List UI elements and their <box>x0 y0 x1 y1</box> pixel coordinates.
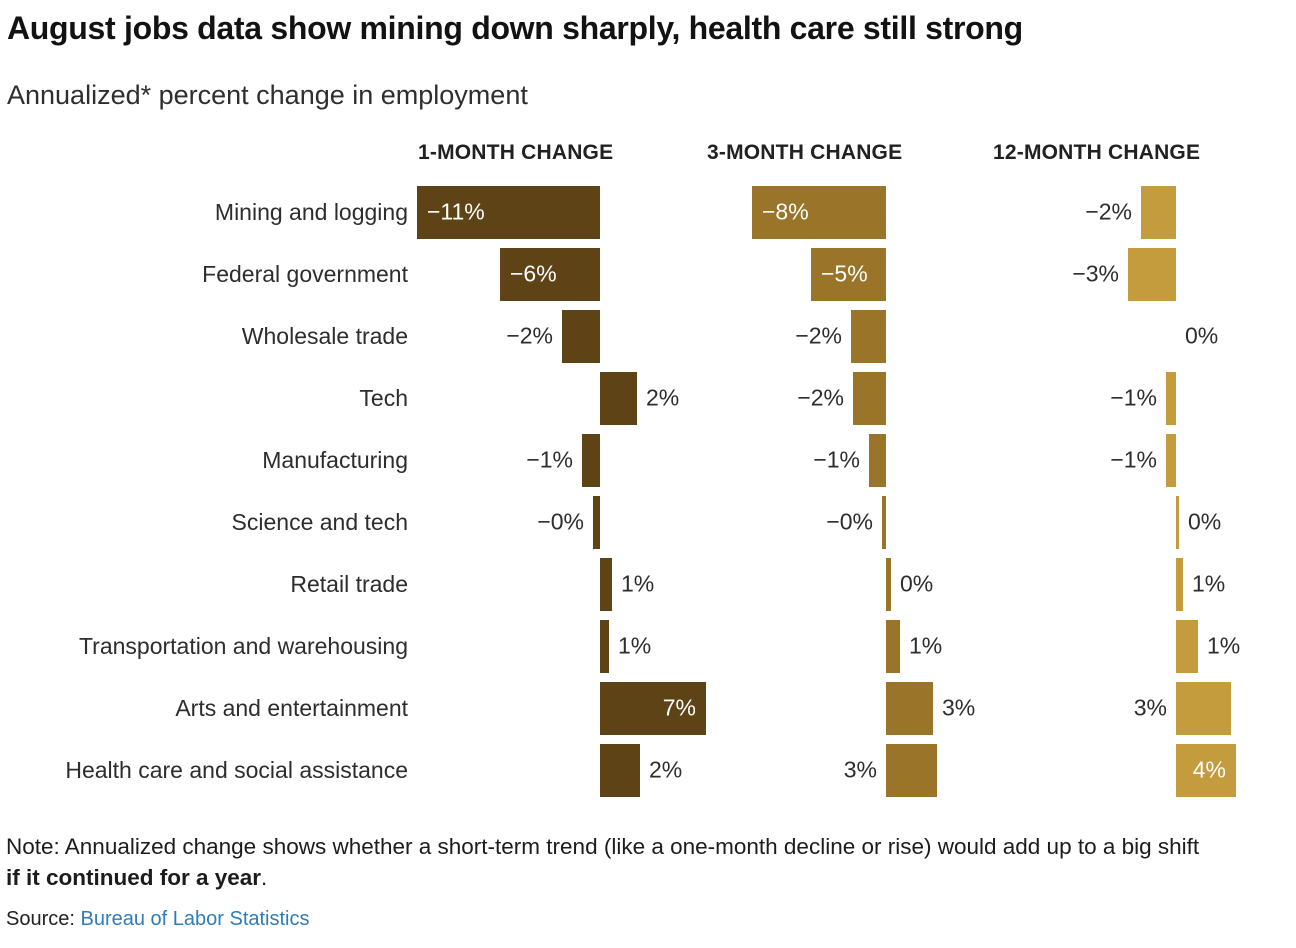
note-text: Note: Annualized change shows whether a … <box>6 834 1200 859</box>
bar-value-label: −11% <box>427 198 485 225</box>
bar-3m <box>886 558 891 611</box>
bar-1m <box>562 310 600 363</box>
bar-value-label: 7% <box>662 694 696 721</box>
bar-value-label: −8% <box>762 198 809 225</box>
page-title: August jobs data show mining down sharpl… <box>7 10 1023 46</box>
category-label: Manufacturing <box>262 447 408 473</box>
bar-1m <box>417 186 600 239</box>
bar-value-label: −5% <box>821 260 868 287</box>
bar-value-label: 1% <box>1192 570 1226 597</box>
column-header-3-month: 3-MONTH CHANGE <box>707 141 903 164</box>
bar-value-label: −1% <box>813 446 860 473</box>
bar-12m <box>1176 682 1231 735</box>
chart-subtitle: Annualized* percent change in employment <box>7 80 528 110</box>
bar-value-label: −6% <box>510 260 557 287</box>
bar-value-label: 4% <box>1192 756 1226 783</box>
bar-value-label: 3% <box>942 694 976 721</box>
bar-12m <box>1128 248 1176 301</box>
bar-value-label: −1% <box>1110 384 1157 411</box>
bar-1m <box>500 248 600 301</box>
bar-value-label: 2% <box>649 756 683 783</box>
category-label: Mining and logging <box>214 199 408 225</box>
bar-value-label: −2% <box>795 322 842 349</box>
source-link[interactable]: Bureau of Labor Statistics <box>80 908 310 930</box>
bar-value-label: 0% <box>1188 508 1222 535</box>
bar-value-label: −2% <box>797 384 844 411</box>
bar-value-label: 1% <box>909 632 943 659</box>
bar-value-label: −2% <box>506 322 553 349</box>
bar-value-label: −0% <box>826 508 873 535</box>
bar-12m <box>1166 434 1176 487</box>
category-label: Federal government <box>202 261 408 287</box>
bar-12m <box>1176 620 1198 673</box>
bar-3m <box>869 434 886 487</box>
bar-value-label: 3% <box>843 756 877 783</box>
bar-1m <box>600 372 637 425</box>
source-line: Source: Bureau of Labor Statistics <box>6 908 310 931</box>
category-label: Tech <box>359 385 408 411</box>
bar-3m <box>882 496 886 549</box>
bar-value-label: −3% <box>1072 260 1119 287</box>
bar-value-label: 1% <box>621 570 655 597</box>
bar-12m <box>1176 744 1236 797</box>
category-label: Health care and social assistance <box>65 757 408 783</box>
bar-1m <box>600 558 612 611</box>
bar-value-label: 2% <box>646 384 680 411</box>
bar-3m <box>752 186 886 239</box>
bar-value-label: 0% <box>1185 322 1219 349</box>
bar-1m <box>593 496 600 549</box>
bar-1m <box>600 620 609 673</box>
bar-12m <box>1166 372 1176 425</box>
column-header-1-month: 1-MONTH CHANGE <box>418 141 614 164</box>
source-label: Source: <box>6 908 81 930</box>
note-suffix: . <box>261 865 268 890</box>
bar-12m <box>1176 496 1179 549</box>
column-header-12-month: 12-MONTH CHANGE <box>993 141 1201 164</box>
bar-value-label: 0% <box>900 570 934 597</box>
bar-value-label: −1% <box>1110 446 1157 473</box>
bar-value-label: 1% <box>618 632 652 659</box>
bar-3m <box>851 310 886 363</box>
bar-12m <box>1141 186 1176 239</box>
bar-3m <box>886 744 937 797</box>
bar-12m <box>1176 558 1183 611</box>
bar-3m <box>853 372 886 425</box>
note-bold-text: if it continued for a year <box>6 865 262 890</box>
bar-value-label: −1% <box>526 446 573 473</box>
category-label: Science and tech <box>231 509 408 535</box>
bar-value-label: 1% <box>1207 632 1241 659</box>
bar-1m <box>600 682 706 735</box>
bar-value-label: 3% <box>1133 694 1167 721</box>
bar-3m <box>886 620 900 673</box>
category-label: Arts and entertainment <box>175 695 408 721</box>
bar-3m <box>886 682 933 735</box>
bar-value-label: −0% <box>537 508 584 535</box>
bar-value-label: −2% <box>1085 198 1132 225</box>
chart-note: Note: Annualized change shows whether a … <box>6 831 1216 893</box>
category-label: Retail trade <box>290 571 408 597</box>
bar-3m <box>811 248 886 301</box>
category-label: Transportation and warehousing <box>78 633 408 659</box>
category-label: Wholesale trade <box>241 323 408 349</box>
bar-1m <box>600 744 640 797</box>
bar-1m <box>582 434 600 487</box>
